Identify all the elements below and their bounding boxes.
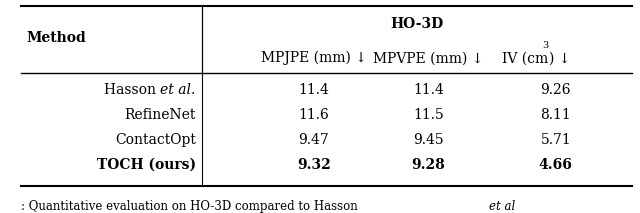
Text: et al: et al <box>489 200 515 213</box>
Text: 11.5: 11.5 <box>413 108 444 122</box>
Text: Hasson: Hasson <box>104 83 161 97</box>
Text: ) ↓: ) ↓ <box>548 51 570 65</box>
Text: 9.45: 9.45 <box>413 133 444 147</box>
Text: RefineNet: RefineNet <box>124 108 196 122</box>
Text: 9.28: 9.28 <box>412 158 445 172</box>
Text: Method: Method <box>27 31 86 45</box>
Text: IV (cm: IV (cm <box>502 51 548 65</box>
Text: 4.66: 4.66 <box>539 158 573 172</box>
Text: : Quantitative evaluation on HO-3D compared to Hasson: : Quantitative evaluation on HO-3D compa… <box>20 200 361 213</box>
Text: 9.32: 9.32 <box>297 158 330 172</box>
Text: 11.4: 11.4 <box>413 83 444 97</box>
Text: 3: 3 <box>541 41 548 50</box>
Text: 8.11: 8.11 <box>540 108 571 122</box>
Text: 9.26: 9.26 <box>541 83 571 97</box>
Text: MPJPE (mm) ↓: MPJPE (mm) ↓ <box>260 51 367 65</box>
Text: 5.71: 5.71 <box>540 133 571 147</box>
Text: 11.6: 11.6 <box>298 108 329 122</box>
Text: ContactOpt: ContactOpt <box>115 133 196 147</box>
Text: et al.: et al. <box>161 83 196 97</box>
Text: HO-3D: HO-3D <box>390 17 444 32</box>
Text: 11.4: 11.4 <box>298 83 329 97</box>
Text: 9.47: 9.47 <box>298 133 329 147</box>
Text: MPVPE (mm) ↓: MPVPE (mm) ↓ <box>373 51 483 65</box>
Text: TOCH (ours): TOCH (ours) <box>97 158 196 172</box>
